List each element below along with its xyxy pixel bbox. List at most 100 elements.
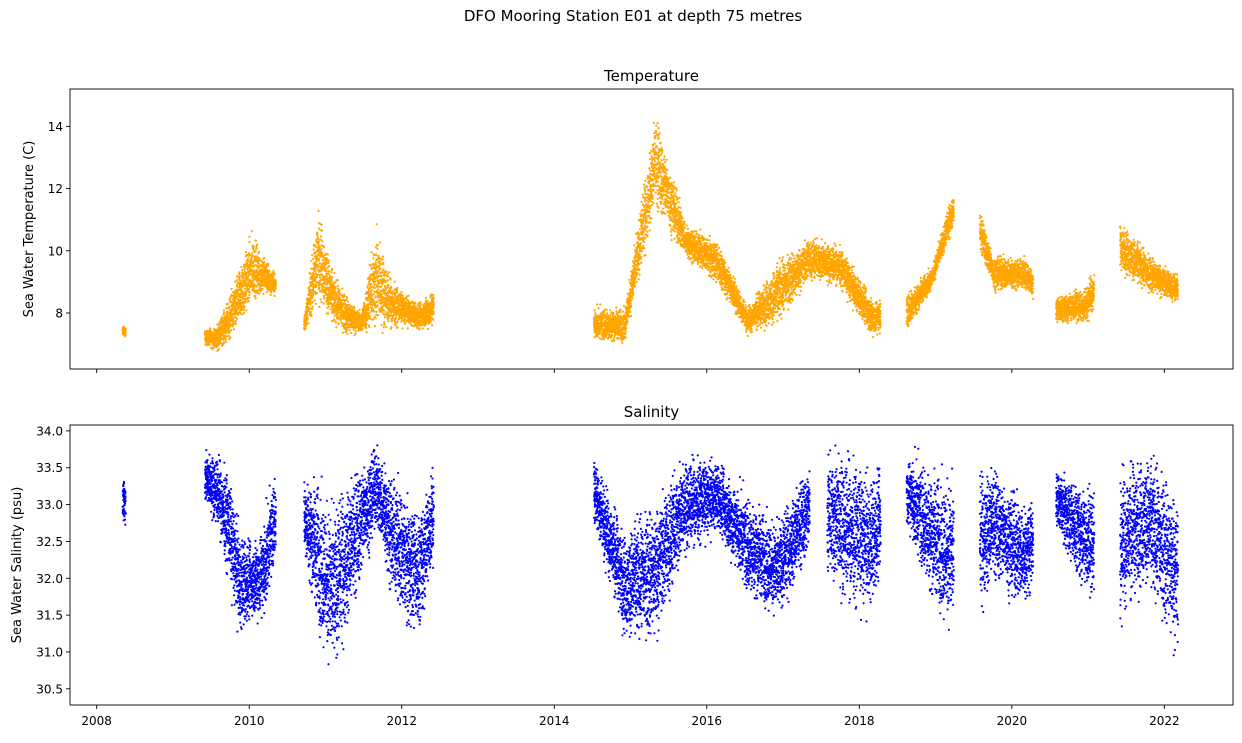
data-point [250,252,254,255]
data-point [380,323,383,326]
data-point [369,273,372,276]
data-point [386,279,389,282]
data-point [257,262,260,265]
data-point [317,236,320,239]
data-point [234,280,237,283]
data-point [660,159,663,162]
data-point [403,320,406,323]
data-point [653,172,656,176]
data-point [263,261,266,264]
data-point [234,320,237,323]
data-point [247,288,250,291]
data-point [657,137,660,141]
data-point [381,255,384,258]
data-point [248,293,251,297]
data-point [639,242,642,245]
data-point [641,193,644,196]
data-point [247,260,250,263]
data-point [238,271,241,274]
data-point [307,286,310,289]
data-point [370,251,373,254]
data-point [315,284,318,287]
data-point [610,334,614,337]
data-point [432,311,435,314]
data-point [252,245,255,248]
data-point [338,291,341,295]
data-point [374,263,378,266]
data-point [376,301,379,304]
data-point [274,280,277,283]
data-point [243,311,246,314]
data-point [232,328,235,331]
data-point [654,191,657,194]
data-point [652,121,656,125]
data-point [327,270,330,273]
data-point [228,305,231,308]
data-point [432,297,435,300]
data-point [273,294,276,297]
data-point [354,329,357,333]
data-point [376,271,379,275]
data-point [354,332,357,335]
data-point [243,287,247,290]
data-point [310,313,313,317]
data-point [621,310,624,313]
data-point [643,247,646,250]
data-point [341,287,344,290]
data-point [645,216,648,219]
data-point [638,228,642,231]
data-point [644,237,647,240]
data-point [368,312,371,315]
data-point [312,288,315,291]
data-point [327,312,330,315]
data-point [638,253,642,256]
data-point [242,297,245,300]
data-point [374,267,378,270]
data-point [265,291,268,294]
data-point [324,280,327,283]
data-point [648,175,652,178]
data-point [380,275,383,278]
data-point [372,254,375,257]
data-point [594,312,597,315]
data-point [643,224,647,227]
data-point [631,260,634,263]
data-point [387,283,390,287]
data-point [659,162,662,165]
data-point [609,314,612,317]
data-point [306,316,309,319]
data-point [368,317,371,320]
data-point [222,313,225,316]
data-point [374,280,377,283]
data-point [648,158,652,161]
data-point [660,147,663,150]
data-point [358,308,361,312]
data-point [380,293,383,296]
data-point [274,283,277,286]
data-point [269,293,272,296]
data-point [371,304,374,307]
data-point [609,309,612,312]
data-point [382,326,385,329]
data-point [348,329,351,332]
data-point [400,291,403,294]
data-point [387,286,390,289]
data-point [334,300,337,303]
data-point [654,131,658,134]
data-point [237,313,240,316]
data-point [266,264,269,268]
data-point [368,325,371,329]
data-point [252,279,255,282]
data-point [624,330,627,333]
data-point [311,300,314,304]
data-point [432,293,435,296]
data-point [658,154,661,158]
data-point [241,268,244,272]
data-point [222,309,225,312]
data-point [608,334,611,337]
data-point [636,241,639,244]
data-point [644,227,647,230]
data-point [334,290,337,293]
data-point [311,254,314,257]
